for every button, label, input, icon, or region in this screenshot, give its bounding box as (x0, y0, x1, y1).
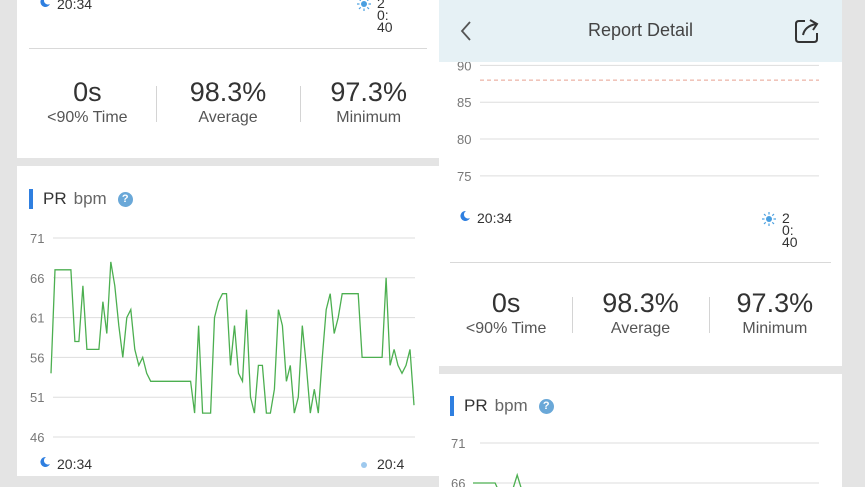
stat-low-time: 0s <90% Time (465, 288, 547, 337)
back-chevron-icon[interactable] (459, 20, 473, 42)
y-tick-label: 85 (457, 95, 471, 110)
stat-minimum: 97.3% Minimum (736, 288, 814, 337)
pr-card-title: PR bpm ? (450, 396, 554, 416)
y-tick-label: 80 (457, 132, 471, 147)
y-tick-label: 90 (457, 58, 471, 73)
moon-icon (40, 0, 50, 7)
left-report-pane: 20:34 20:40 0s <90% Time 98.3% Average 97.… (17, 0, 439, 487)
pr-chart: 71 66 (451, 436, 819, 487)
stat-separator (709, 297, 710, 333)
series-line (50, 261, 415, 414)
y-tick-label: 46 (30, 430, 44, 445)
sun-icon (357, 0, 371, 11)
pr-start-time: 20:34 (39, 456, 92, 472)
pr-card: PR bpm ? 71 66 (439, 374, 842, 487)
stat-low-time: 0s <90% Time (47, 77, 128, 126)
stat-separator (572, 297, 573, 333)
pr-chart: 71 66 61 56 51 46 (30, 231, 415, 445)
pr-end-time: 20:4 (357, 457, 404, 472)
help-icon[interactable]: ? (117, 191, 133, 207)
help-icon[interactable]: ? (538, 398, 554, 414)
y-tick-label: 75 (457, 169, 471, 184)
y-tick-label: 66 (30, 271, 44, 286)
pr-card: PR bpm ? 71 66 61 56 51 46 20:34 20:4 (17, 166, 439, 476)
sun-icon (361, 462, 367, 468)
moon-icon (40, 456, 50, 467)
y-tick-label: 71 (30, 231, 44, 246)
spo2-chart: 90 85 80 75 (457, 58, 819, 184)
spo2-start-time: 20:34 (459, 210, 512, 226)
y-tick-label: 61 (30, 311, 44, 326)
stat-separator (156, 86, 157, 122)
stat-separator (300, 86, 301, 122)
stat-average: 98.3% Average (189, 77, 267, 126)
y-tick-label: 71 (451, 436, 465, 451)
right-report-pane: 90 85 80 75 20:34 20:40 0s <90% Time 98.3% Av… (439, 0, 842, 487)
page-title: Report Detail (587, 20, 694, 40)
pr-card-title: PR bpm ? (29, 189, 133, 209)
y-tick-label: 51 (30, 390, 44, 405)
stats-row: 0s <90% Time 98.3% Average 97.3% Minimum (17, 77, 439, 129)
divider (29, 48, 427, 49)
title-accent-bar (29, 189, 33, 209)
title-accent-bar (450, 396, 454, 416)
moon-icon (460, 210, 470, 221)
nav-bar: Report Detail (439, 0, 842, 62)
end-time: 20:40 (357, 0, 395, 34)
stats-row: 0s <90% Time 98.3% Average 97.3% Minimum (439, 288, 842, 340)
y-tick-label: 56 (30, 350, 44, 365)
spo2-end-time: 20:40 (762, 211, 800, 249)
stat-average: 98.3% Average (602, 288, 679, 337)
series-line (473, 472, 522, 487)
share-icon[interactable] (793, 17, 821, 45)
start-time: 20:34 (39, 0, 92, 12)
sun-icon (762, 212, 776, 226)
stat-minimum: 97.3% Minimum (330, 77, 407, 126)
spo2-summary-card: 20:34 20:40 0s <90% Time 98.3% Average 97.… (17, 0, 439, 158)
y-tick-label: 66 (451, 476, 465, 487)
divider (450, 262, 831, 263)
